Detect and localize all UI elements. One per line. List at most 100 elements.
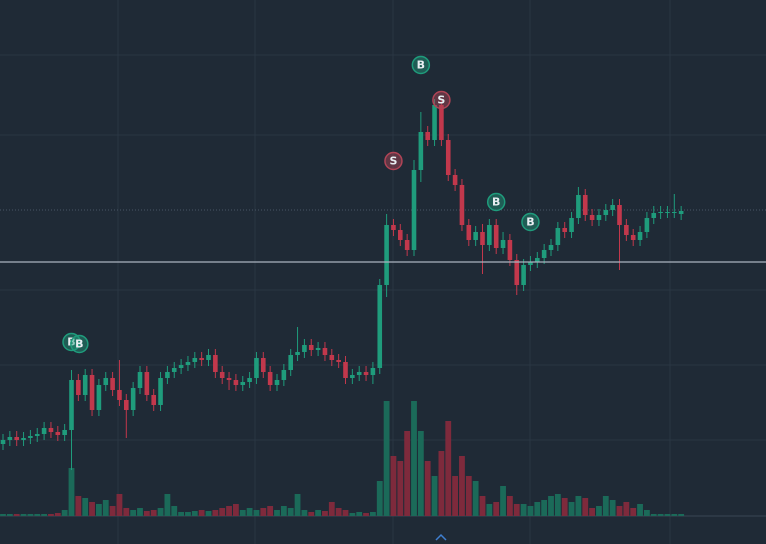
volume-bar <box>356 512 363 516</box>
candle-body <box>651 213 657 218</box>
candle-body <box>480 232 485 245</box>
candle-body <box>398 230 403 240</box>
volume-bar <box>41 514 47 516</box>
candle-body <box>261 358 266 372</box>
volume-bar <box>171 506 178 516</box>
volume-bar <box>568 502 575 516</box>
volume-bar <box>34 514 41 516</box>
candle-body <box>630 235 636 240</box>
volume-bar <box>267 506 274 516</box>
volume-bar <box>493 502 500 516</box>
candle-body <box>240 382 246 385</box>
candle-body <box>62 430 67 435</box>
candle-body <box>295 352 300 355</box>
candle-body <box>322 348 328 355</box>
volume-bar <box>417 431 424 516</box>
volume-bar <box>459 456 465 516</box>
candle-body <box>21 438 26 440</box>
candle-body <box>336 360 341 362</box>
volume-bar <box>137 508 143 516</box>
candle-body <box>658 212 663 213</box>
volume-bar <box>630 508 637 516</box>
volume-bar <box>657 514 664 516</box>
volume-bar <box>239 510 246 516</box>
candle-body <box>28 436 33 438</box>
candle-body <box>541 250 547 258</box>
volume-bar <box>191 511 198 516</box>
candle-body <box>582 195 588 215</box>
candle-body <box>678 211 684 214</box>
volume-bar <box>445 421 452 516</box>
volume-bar <box>390 456 397 516</box>
volume-bar <box>20 514 27 516</box>
candle-body <box>411 170 417 250</box>
candle-body <box>555 228 561 245</box>
candle-body <box>637 232 643 240</box>
candle-body <box>144 372 150 395</box>
volume-bar <box>575 496 582 516</box>
candle-body <box>165 372 170 378</box>
volume-bar <box>541 500 548 516</box>
candle-body <box>199 358 204 360</box>
candle-body <box>665 212 670 213</box>
candle-body <box>315 348 321 350</box>
volume-bar <box>500 486 506 516</box>
volume-bar <box>27 514 34 516</box>
candle-body <box>41 428 47 434</box>
candle-body <box>151 395 156 405</box>
volume-bar <box>315 510 321 516</box>
volume-bar <box>602 496 609 516</box>
candle-body <box>48 428 54 432</box>
candle-body <box>569 218 574 232</box>
candle-body <box>281 370 287 380</box>
volume-bar <box>287 508 294 516</box>
candle-body <box>514 260 520 285</box>
volume-bar <box>13 514 20 516</box>
candle-body <box>610 205 615 210</box>
volume-bar <box>507 496 513 516</box>
volume-bar <box>582 498 589 516</box>
volume-bar <box>212 510 219 516</box>
volume-bar <box>0 514 6 516</box>
trade-marker-label: B <box>526 216 534 229</box>
volume-bar <box>75 496 82 516</box>
candle-body <box>589 215 595 220</box>
volume-bar <box>143 511 150 516</box>
candle-body <box>493 225 499 248</box>
trade-marker <box>521 212 540 232</box>
candle-body <box>110 378 115 390</box>
volume-bar <box>534 502 541 516</box>
volume-bar <box>370 512 376 516</box>
volume-bar <box>123 508 130 516</box>
candle-body <box>404 240 410 250</box>
candle-body <box>473 232 478 240</box>
trade-marker-label: B <box>75 338 83 351</box>
candle-body <box>459 185 465 225</box>
candle-body <box>384 225 389 285</box>
volume-bar <box>301 510 308 516</box>
candle-body <box>487 225 492 245</box>
candle-body <box>130 388 136 410</box>
volume-bar <box>479 496 486 516</box>
candle-body <box>507 240 513 260</box>
candle-body <box>171 368 177 372</box>
volume-bar <box>178 512 184 516</box>
candle-body <box>425 132 430 140</box>
volume-bar <box>89 502 95 516</box>
candle-body <box>329 355 335 360</box>
candle-body <box>158 378 163 405</box>
volume-bar <box>520 504 527 516</box>
candle-body <box>377 285 383 368</box>
candle-body <box>644 218 650 232</box>
candle-body <box>439 105 444 140</box>
volume-bar <box>671 514 678 516</box>
candle-body <box>418 132 424 170</box>
volume-bar <box>322 511 328 516</box>
volume-bar <box>623 502 630 516</box>
candle-body <box>548 245 554 250</box>
volume-bar <box>102 500 109 516</box>
volume-bar <box>637 504 643 516</box>
candle-body <box>219 372 225 378</box>
